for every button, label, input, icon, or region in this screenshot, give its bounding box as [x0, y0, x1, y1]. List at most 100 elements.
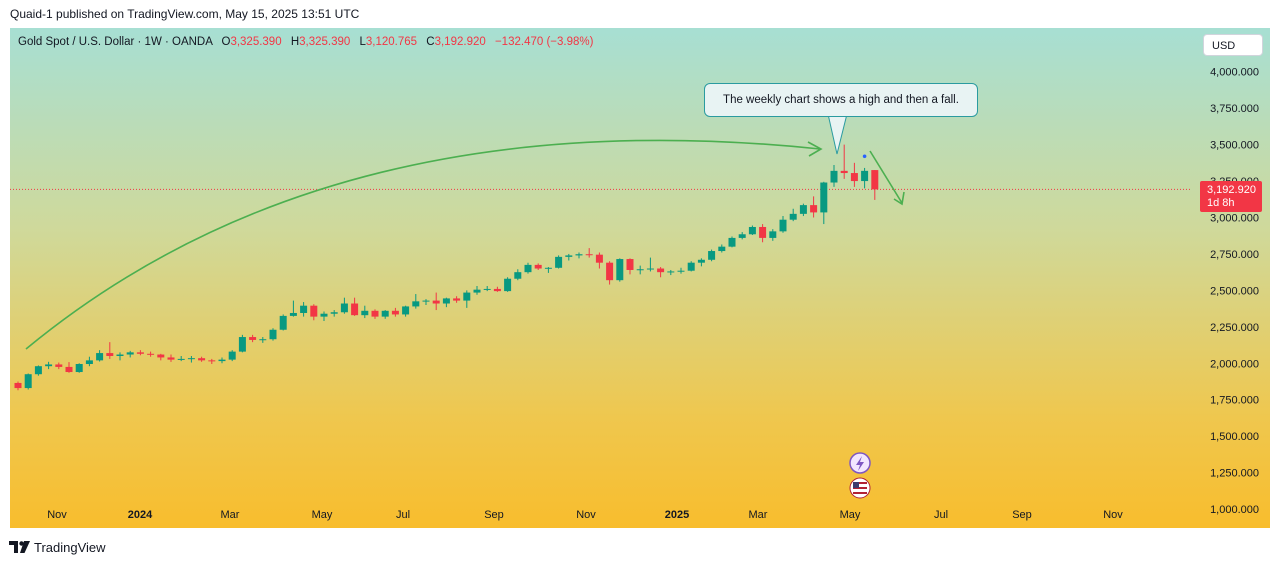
candle[interactable]	[473, 289, 481, 293]
symbol-legend[interactable]: Gold Spot / U.S. Dollar · 1W · OANDA O3,…	[18, 36, 593, 48]
candle[interactable]	[361, 310, 369, 316]
candle[interactable]	[238, 337, 246, 352]
candle[interactable]	[565, 255, 573, 257]
candle[interactable]	[728, 237, 736, 247]
candle[interactable]	[657, 268, 665, 273]
candle[interactable]	[595, 254, 603, 263]
candle[interactable]	[259, 339, 267, 341]
candle[interactable]	[453, 298, 461, 301]
candle[interactable]	[300, 305, 308, 313]
candle[interactable]	[626, 259, 634, 270]
candle[interactable]	[402, 306, 410, 315]
y-axis: 1,000.000 1,250.000 1,500.000 1,750.000 2,00…	[1210, 67, 1259, 516]
last-price-value: 3,192.920	[1207, 184, 1256, 196]
candle[interactable]	[442, 298, 450, 304]
candle[interactable]	[310, 305, 318, 317]
candle[interactable]	[524, 264, 532, 273]
x-tick-label: Mar	[221, 509, 240, 521]
candle[interactable]	[249, 337, 257, 340]
candle[interactable]	[167, 357, 175, 360]
candle[interactable]	[340, 303, 348, 313]
candle[interactable]	[779, 219, 787, 232]
footer-brand: TradingView	[34, 539, 106, 555]
candle[interactable]	[483, 288, 491, 290]
candle[interactable]	[544, 267, 552, 269]
fall-arrow[interactable]	[869, 150, 903, 204]
candle[interactable]	[769, 231, 777, 238]
candle[interactable]	[136, 352, 144, 354]
candle[interactable]	[218, 359, 226, 362]
candle[interactable]	[687, 262, 695, 271]
candle[interactable]	[75, 364, 83, 373]
candle[interactable]	[820, 182, 828, 213]
candle[interactable]	[208, 360, 216, 362]
candle[interactable]	[718, 246, 726, 252]
candle[interactable]	[65, 366, 73, 373]
candle[interactable]	[463, 292, 471, 301]
candle[interactable]	[14, 382, 22, 389]
candle[interactable]	[381, 310, 389, 317]
candle[interactable]	[116, 354, 124, 356]
candle[interactable]	[708, 251, 716, 260]
candle[interactable]	[412, 301, 420, 307]
candle[interactable]	[391, 310, 399, 315]
candle[interactable]	[351, 303, 359, 316]
x-tick-label: Nov	[576, 509, 596, 521]
candle[interactable]	[371, 310, 379, 317]
candle[interactable]	[575, 254, 583, 256]
currency-button[interactable]: USD	[1203, 34, 1263, 56]
candle[interactable]	[493, 288, 501, 292]
candle[interactable]	[228, 351, 236, 360]
candle[interactable]	[126, 352, 134, 355]
candle[interactable]	[810, 205, 818, 213]
candle[interactable]	[667, 271, 675, 273]
candle[interactable]	[616, 259, 624, 281]
candle[interactable]	[177, 358, 185, 360]
candle[interactable]	[34, 366, 42, 375]
candle[interactable]	[269, 329, 277, 340]
candle[interactable]	[432, 300, 440, 304]
candle[interactable]	[147, 353, 155, 355]
price-chart[interactable]: 1,000.000 1,250.000 1,500.000 1,750.000 2,00…	[10, 28, 1270, 528]
candle[interactable]	[55, 364, 63, 367]
candle[interactable]	[585, 254, 593, 256]
candle[interactable]	[504, 278, 512, 292]
candle[interactable]	[85, 360, 93, 365]
candle[interactable]	[636, 269, 644, 271]
y-tick-label: 1,500.000	[1210, 431, 1259, 443]
candle[interactable]	[555, 256, 563, 268]
candle[interactable]	[279, 315, 287, 330]
callout-note[interactable]: The weekly chart shows a high and then a…	[704, 83, 978, 117]
candle[interactable]	[759, 226, 767, 238]
candle[interactable]	[422, 300, 430, 302]
candle[interactable]	[748, 226, 756, 235]
candle[interactable]	[187, 358, 195, 360]
rise-arc-arrow[interactable]	[25, 139, 821, 350]
chart-area[interactable]: 1,000.000 1,250.000 1,500.000 1,750.000 2,00…	[10, 28, 1270, 528]
candle[interactable]	[871, 170, 879, 190]
candle[interactable]	[24, 374, 32, 389]
candle[interactable]	[289, 312, 297, 316]
candle[interactable]	[840, 170, 848, 174]
candle[interactable]	[850, 173, 858, 182]
candle[interactable]	[830, 170, 838, 183]
candle[interactable]	[606, 262, 614, 281]
candle[interactable]	[45, 364, 53, 367]
candle[interactable]	[697, 259, 705, 263]
candle[interactable]	[534, 264, 542, 269]
candle[interactable]	[861, 170, 869, 182]
close-label: C	[426, 36, 435, 48]
event-markers[interactable]	[849, 452, 871, 499]
candle[interactable]	[789, 213, 797, 220]
candle[interactable]	[677, 270, 685, 272]
candle[interactable]	[738, 234, 746, 238]
candle[interactable]	[198, 358, 206, 361]
candle[interactable]	[799, 205, 807, 214]
candle[interactable]	[106, 353, 114, 356]
candle[interactable]	[157, 354, 165, 358]
candle[interactable]	[514, 272, 522, 279]
candle[interactable]	[320, 313, 328, 317]
candle[interactable]	[96, 353, 104, 361]
candle[interactable]	[330, 312, 338, 314]
candle[interactable]	[646, 268, 654, 270]
